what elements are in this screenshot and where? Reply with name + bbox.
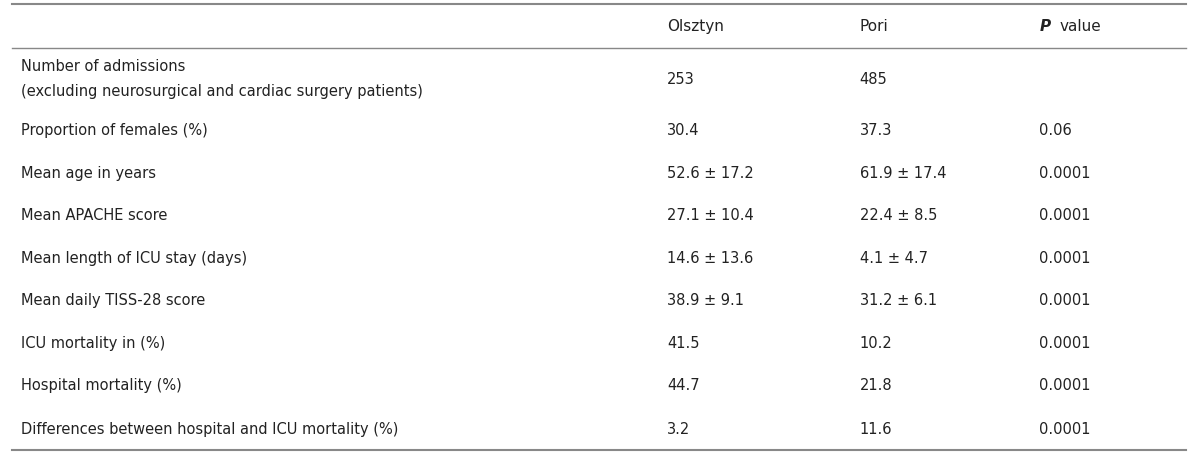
Text: Pori: Pori	[860, 20, 889, 34]
Text: Olsztyn: Olsztyn	[667, 20, 724, 34]
Text: Mean length of ICU stay (days): Mean length of ICU stay (days)	[22, 250, 248, 265]
Text: 31.2 ± 6.1: 31.2 ± 6.1	[860, 293, 937, 308]
Text: 0.0001: 0.0001	[1039, 421, 1090, 435]
Text: 0.0001: 0.0001	[1039, 166, 1090, 180]
Text: 61.9 ± 17.4: 61.9 ± 17.4	[860, 166, 946, 180]
Text: Differences between hospital and ICU mortality (%): Differences between hospital and ICU mor…	[22, 421, 399, 435]
Text: 485: 485	[860, 72, 888, 87]
Text: value: value	[1059, 20, 1101, 34]
Text: 0.0001: 0.0001	[1039, 208, 1090, 222]
Text: 0.06: 0.06	[1039, 123, 1072, 138]
Text: 21.8: 21.8	[860, 377, 893, 392]
Text: 10.2: 10.2	[860, 335, 893, 350]
Text: 4.1 ± 4.7: 4.1 ± 4.7	[860, 250, 927, 265]
Text: Number of admissions: Number of admissions	[22, 59, 186, 73]
Text: Mean daily TISS-28 score: Mean daily TISS-28 score	[22, 293, 206, 308]
Text: 3.2: 3.2	[667, 421, 690, 435]
Text: 0.0001: 0.0001	[1039, 250, 1090, 265]
Text: (excluding neurosurgical and cardiac surgery patients): (excluding neurosurgical and cardiac sur…	[22, 84, 423, 99]
Text: 0.0001: 0.0001	[1039, 377, 1090, 392]
Text: 22.4 ± 8.5: 22.4 ± 8.5	[860, 208, 937, 222]
Text: 0.0001: 0.0001	[1039, 293, 1090, 308]
Text: 44.7: 44.7	[667, 377, 700, 392]
Text: ICU mortality in (%): ICU mortality in (%)	[22, 335, 165, 350]
Text: 52.6 ± 17.2: 52.6 ± 17.2	[667, 166, 754, 180]
Text: 38.9 ± 9.1: 38.9 ± 9.1	[667, 293, 744, 308]
Text: 253: 253	[667, 72, 695, 87]
Text: Proportion of females (%): Proportion of females (%)	[22, 123, 208, 138]
Text: 14.6 ± 13.6: 14.6 ± 13.6	[667, 250, 754, 265]
Text: 41.5: 41.5	[667, 335, 700, 350]
Text: Hospital mortality (%): Hospital mortality (%)	[22, 377, 182, 392]
Text: P: P	[1039, 20, 1051, 34]
Text: 0.0001: 0.0001	[1039, 335, 1090, 350]
Text: Mean age in years: Mean age in years	[22, 166, 157, 180]
Text: 30.4: 30.4	[667, 123, 700, 138]
Text: 37.3: 37.3	[860, 123, 893, 138]
Text: Mean APACHE score: Mean APACHE score	[22, 208, 168, 222]
Text: 27.1 ± 10.4: 27.1 ± 10.4	[667, 208, 754, 222]
Text: 11.6: 11.6	[860, 421, 893, 435]
